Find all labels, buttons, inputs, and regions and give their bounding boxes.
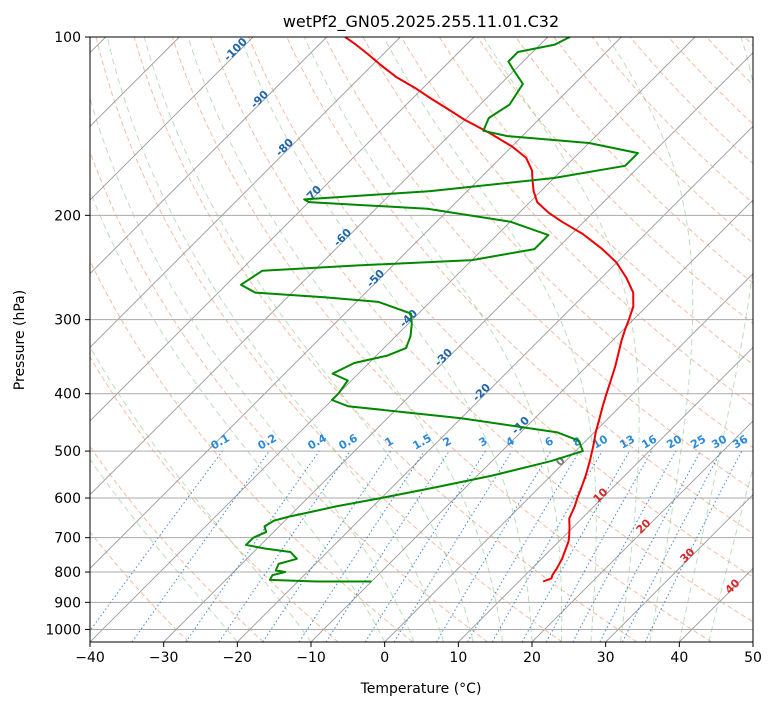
x-tick-label: 40 [670, 650, 688, 666]
moist-adiabat-line [678, 37, 753, 642]
moist-adiabat-line [607, 37, 694, 642]
dry-adiabat-line [95, 37, 563, 642]
x-tick-label: −30 [149, 650, 179, 666]
moist-adiabat-line [383, 37, 597, 642]
isotherm-line [458, 346, 753, 642]
x-tick-label: 50 [744, 650, 762, 666]
plot-frame [89, 36, 754, 643]
isotherm-line [310, 199, 753, 642]
isotherm-line [90, 37, 254, 201]
dry-adiabat-line [324, 37, 753, 491]
moist-adiabat-line [708, 466, 753, 642]
dry-adiabat-line [248, 37, 753, 578]
mixing-ratio-line [521, 450, 630, 642]
y-axis-label: Pressure (hPa) [12, 290, 28, 390]
isotherm-line [384, 273, 753, 642]
moist-adiabat-line [90, 458, 238, 642]
x-tick-label: 10 [449, 650, 467, 666]
dry-adiabat-line [133, 37, 638, 642]
isotherm-line [90, 37, 696, 642]
mixing-ratio-line [644, 450, 743, 642]
y-tick-label: 600 [54, 491, 81, 507]
isotherm-line [90, 37, 401, 348]
mixing-ratio-line [393, 450, 513, 642]
moist-adiabat-line [303, 37, 563, 642]
y-tick-label: 500 [54, 444, 81, 460]
isotherm-line [531, 420, 753, 642]
dry-adiabat-line [90, 150, 488, 642]
mixing-ratio-line [325, 450, 450, 642]
y-tick-label: 700 [54, 531, 81, 547]
dry-adiabat-line [90, 356, 339, 642]
y-tick-label: 200 [54, 208, 81, 224]
mixing-ratio-line [572, 450, 677, 642]
moist-adiabat-line [482, 37, 640, 642]
dry-adiabat-line [400, 37, 753, 407]
isotherm-line [90, 37, 327, 275]
mixing-ratio-line [545, 450, 653, 642]
x-axis-label: Temperature (°C) [360, 681, 482, 697]
x-tick-label: 30 [597, 650, 615, 666]
moist-adiabat-line [90, 189, 386, 642]
isotherm-line [605, 494, 753, 642]
dry-adiabat-line [90, 445, 264, 642]
axis-ticks: −40 −30 −20 −10 0 10 20 30 40 50 100 200 300 400 500 60… [45, 30, 762, 666]
y-tick-label: 900 [54, 595, 81, 611]
x-tick-label: −20 [223, 650, 253, 666]
mixing-ratio-line [185, 450, 320, 642]
data-series [239, 37, 639, 583]
dry-adiabat-line [171, 37, 712, 642]
dewpoint-profile-line [239, 37, 639, 583]
isotherm-line [237, 125, 753, 642]
isotherm-line [163, 52, 753, 642]
moist-adiabat-line [187, 37, 503, 642]
grid [90, 37, 753, 642]
background-reference-lines [90, 37, 753, 642]
dry-adiabat-line [90, 531, 190, 642]
x-tick-label: −10 [296, 650, 326, 666]
mixing-ratio-line [90, 450, 223, 632]
temperature-profile-line [344, 37, 635, 583]
x-tick-label: −40 [75, 650, 105, 666]
y-tick-label: 800 [54, 565, 81, 581]
y-tick-label: 300 [54, 313, 81, 329]
y-tick-label: 100 [54, 30, 81, 46]
x-tick-label: 0 [380, 650, 389, 666]
dry-adiabat-line [438, 37, 753, 366]
isotherm-line [90, 37, 548, 496]
moist-adiabat-line [143, 37, 474, 642]
dry-adiabat-line [210, 37, 753, 623]
mixing-ratio-line [131, 450, 270, 642]
moist-adiabat-line [106, 37, 445, 642]
moist-adiabat-line [239, 37, 533, 642]
mixing-ratio-line [218, 450, 351, 642]
y-tick-label: 1000 [45, 622, 81, 638]
y-tick-label: 400 [54, 387, 81, 403]
mixing-ratio-line [262, 450, 392, 642]
x-tick-label: 20 [523, 650, 541, 666]
isotherm-line [90, 37, 475, 422]
dry-adiabat-line [515, 37, 753, 284]
chart-title: wetPf2_GN05.2025.255.11.01.C32 [283, 12, 559, 32]
